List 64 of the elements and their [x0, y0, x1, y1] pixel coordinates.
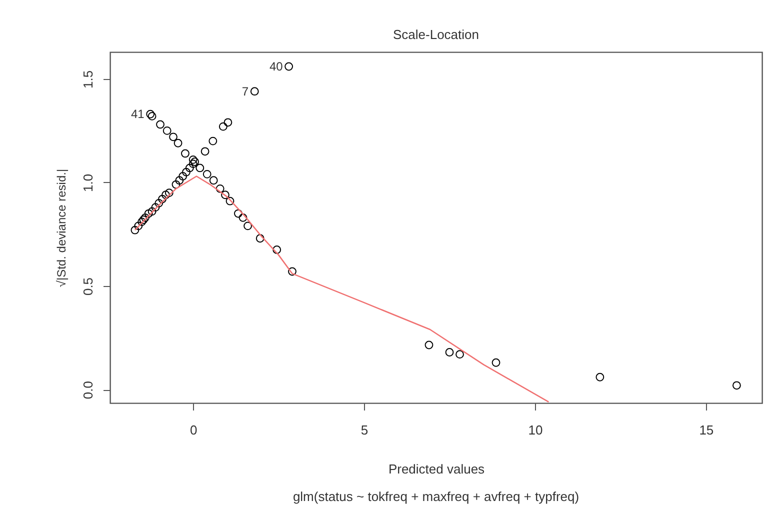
point: [272, 246, 282, 254]
y-axis-title: √|Std. deviance resid.|: [54, 168, 68, 288]
point: [288, 267, 296, 276]
point: [284, 62, 294, 71]
point: [175, 176, 184, 185]
point: [456, 350, 464, 359]
x-tick-label: 5: [360, 422, 368, 438]
point: [141, 213, 150, 222]
x-tick-label: 10: [528, 422, 543, 438]
point: [492, 358, 500, 367]
annotation: 40: [269, 59, 284, 74]
point: [256, 234, 264, 243]
point: [200, 147, 210, 156]
y-tick-label: 0.0: [80, 381, 96, 400]
point: [139, 216, 148, 224]
point: [134, 222, 143, 230]
point: [208, 136, 218, 146]
y-tick-label: 1.5: [80, 70, 96, 88]
point: [250, 87, 259, 96]
point: [218, 122, 228, 131]
chart-title: Scale-Location: [393, 27, 479, 42]
annotation: 41: [130, 107, 145, 122]
point: [162, 190, 170, 200]
point: [196, 164, 204, 172]
point: [224, 118, 232, 127]
point: [185, 164, 194, 172]
point: [154, 198, 164, 208]
point: [226, 196, 234, 206]
x-tick-label: 0: [190, 422, 198, 438]
point: [156, 120, 164, 129]
point: [172, 180, 180, 189]
point: [162, 126, 172, 135]
point: [169, 132, 178, 142]
point: [209, 176, 218, 185]
point: [151, 203, 160, 212]
point: [146, 110, 155, 118]
annotation: 7: [242, 84, 249, 98]
point: [238, 213, 248, 222]
point: [190, 158, 199, 166]
point: [221, 190, 230, 200]
point: [181, 149, 190, 158]
point: [202, 170, 212, 178]
point: [144, 209, 153, 218]
line-series: [134, 176, 550, 403]
point: [244, 222, 252, 230]
point: [178, 172, 188, 180]
x-axis-title: Predicted values: [388, 462, 486, 476]
point: [148, 112, 156, 120]
point: [732, 381, 741, 390]
point: [174, 138, 182, 148]
point: [234, 209, 242, 218]
point: [596, 372, 604, 382]
point: [130, 226, 140, 234]
point: [424, 340, 434, 350]
point: [164, 188, 174, 198]
point: [216, 184, 224, 193]
point: [445, 348, 454, 356]
point: [182, 168, 190, 176]
point: [148, 207, 156, 216]
x-tick-label: 15: [699, 422, 714, 438]
point: [158, 194, 167, 204]
text: glm(status ~ tokfreq + maxfreq + avfreq + typfreq): [292, 489, 580, 504]
y-tick-label: 1.0: [80, 174, 96, 192]
y-tick-label: 0.5: [80, 277, 96, 296]
